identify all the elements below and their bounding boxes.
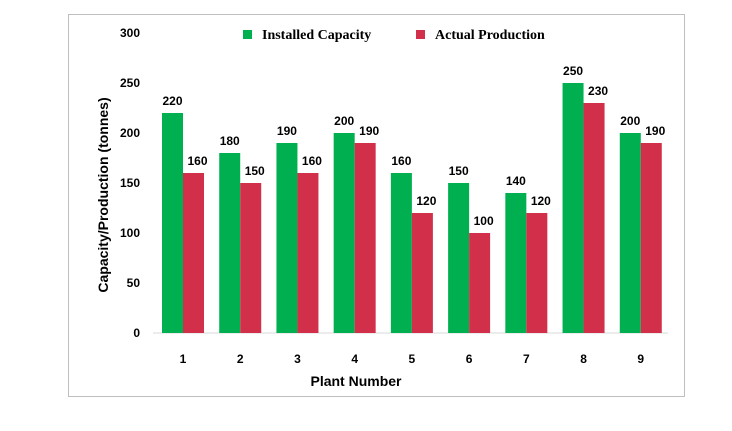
installed-capacity-bar (619, 133, 641, 333)
x-axis-title: Plant Number (310, 373, 402, 389)
installed-capacity-bar (219, 153, 241, 333)
y-tick-label: 0 (133, 326, 140, 340)
y-tick-label: 150 (120, 176, 140, 190)
x-tick-label: 8 (580, 352, 587, 366)
data-label: 120 (531, 194, 551, 208)
data-label: 150 (245, 164, 265, 178)
installed-capacity-bar (333, 133, 355, 333)
x-tick-label: 1 (180, 352, 187, 366)
data-label: 190 (359, 124, 379, 138)
actual-production-bar (354, 143, 376, 333)
actual-production-bar (411, 213, 433, 333)
y-axis-title: Capacity/Production (tonnes) (95, 97, 111, 292)
data-label: 160 (187, 154, 207, 168)
data-labels: 220 160 180 150 190 160 200 190 160 120 150 100 140 1… (162, 64, 665, 228)
legend-label-installed-capacity: Installed Capacity (262, 28, 371, 43)
data-label: 140 (506, 174, 526, 188)
x-tick-label: 5 (409, 352, 416, 366)
x-tick-label: 6 (466, 352, 473, 366)
data-label: 250 (563, 64, 583, 78)
y-tick-label: 300 (120, 26, 140, 40)
x-axis: 1 2 3 4 5 6 7 8 9 (153, 332, 668, 366)
y-tick-label: 250 (120, 76, 140, 90)
data-label: 120 (416, 194, 436, 208)
legend-label-actual-production: Actual Production (435, 28, 545, 43)
installed-capacity-bar (505, 193, 527, 333)
installed-capacity-bar (390, 173, 412, 333)
x-tick-label: 3 (294, 352, 301, 366)
data-label: 160 (302, 154, 322, 168)
data-label: 100 (474, 214, 494, 228)
legend: Installed Capacity Actual Production (243, 28, 545, 43)
actual-production-bar (469, 233, 491, 333)
data-label: 230 (588, 84, 608, 98)
installed-capacity-bar (562, 83, 584, 333)
y-tick-label: 50 (127, 276, 141, 290)
data-label: 180 (220, 134, 240, 148)
installed-capacity-bar (162, 113, 183, 333)
actual-production-bar (297, 173, 319, 333)
data-label: 150 (449, 164, 469, 178)
actual-production-bar (183, 173, 204, 333)
installed-capacity-bar (276, 143, 298, 333)
actual-production-bar (583, 103, 605, 333)
data-label: 200 (334, 114, 354, 128)
data-label: 190 (645, 124, 665, 138)
installed-capacity-bar (448, 183, 470, 333)
data-label: 220 (162, 94, 182, 108)
data-label: 160 (391, 154, 411, 168)
x-tick-label: 2 (237, 352, 244, 366)
legend-swatch-actual-production (416, 30, 425, 39)
actual-production-bar (526, 213, 548, 333)
y-tick-label: 100 (120, 226, 140, 240)
actual-production-bar (240, 183, 262, 333)
data-label: 190 (277, 124, 297, 138)
y-tick-label: 200 (120, 126, 140, 140)
x-tick-label: 9 (637, 352, 644, 366)
legend-swatch-installed-capacity (243, 30, 252, 39)
actual-production-bar (640, 143, 662, 333)
data-label: 200 (620, 114, 640, 128)
bars (162, 83, 662, 333)
x-tick-label: 7 (523, 352, 530, 366)
y-axis: 0 50 100 150 200 250 300 (120, 26, 140, 340)
x-tick-label: 4 (351, 352, 358, 366)
